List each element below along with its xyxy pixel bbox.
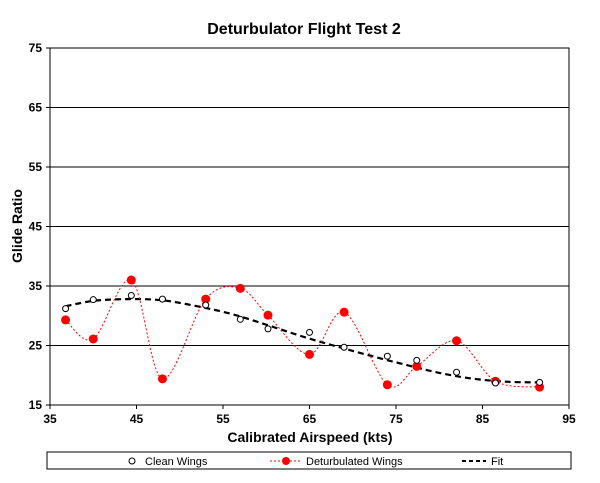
x-tick-label: 95 [562,412,576,426]
x-tick-label: 85 [476,412,490,426]
x-tick-label: 75 [389,412,403,426]
clean-wings-point [491,379,499,387]
clean-wings-point [202,301,210,309]
y-axis-label: Glide Ratio [9,189,25,263]
deturbulated-wings-point [263,310,273,320]
y-tick-label: 25 [29,339,43,353]
legend-marker-clean-wings [128,457,136,465]
x-tick-label: 45 [130,412,144,426]
x-tick-label: 35 [43,412,57,426]
clean-wings-point [536,378,544,386]
deturbulated-wings-point [412,361,422,371]
x-tick-label: 55 [216,412,230,426]
chart-title: Deturbulator Flight Test 2 [207,21,401,38]
y-tick-label: 15 [29,398,43,412]
clean-wings-point [264,325,272,333]
clean-wings-point [127,292,135,300]
y-tick-label: 45 [29,220,43,234]
clean-wings-point [340,343,348,351]
legend-marker-deturbulated-wings [282,457,290,465]
x-axis-ticks: 35 45 55 65 75 85 95 [43,405,576,426]
legend-label-deturbulated-wings: Deturbulated Wings [306,456,403,468]
deturbulated-wings-point [305,349,314,359]
deturbulated-wings-point [157,374,167,384]
y-tick-label: 75 [29,41,43,55]
clean-wings-point [383,352,391,360]
y-tick-label: 35 [29,279,43,293]
clean-wings-point [306,328,313,336]
clean-wings-point [62,305,70,313]
deturbulated-wings-point [201,294,211,304]
clean-wings-point [413,356,421,364]
deturbulated-wings-point [452,336,462,346]
deturbulated-wings-line [65,279,540,388]
legend-box [46,451,572,470]
clean-wings-point [236,315,244,323]
clean-wings-point [89,296,97,304]
legend-label-clean-wings: Clean Wings [145,456,208,468]
clean-wings-point [453,368,461,376]
deturbulated-wings-point [382,380,392,390]
series-fit [65,297,540,384]
deturbulated-wings-point [61,315,71,325]
fit-line [65,297,540,384]
deturbulated-wings-point [88,334,98,344]
legend-label-fit: Fit [491,456,503,468]
y-tick-label: 55 [29,160,43,174]
y-tick-label: 65 [29,101,43,115]
series-deturbulated-wings [61,275,545,392]
deturbulated-wings-point [235,283,245,293]
clean-wings-point [158,295,166,303]
deturbulated-wings-point [339,307,349,317]
x-axis-label: Calibrated Airspeed (kts) [227,429,392,445]
y-axis-ticks: 15 25 35 45 55 65 75 [29,41,50,412]
x-tick-label: 65 [303,412,317,426]
grid-lines [50,107,569,346]
series-clean-wings [62,292,544,387]
legend: Clean Wings Deturbulated Wings Fit [46,451,572,470]
deturbulated-wings-point [126,275,136,285]
